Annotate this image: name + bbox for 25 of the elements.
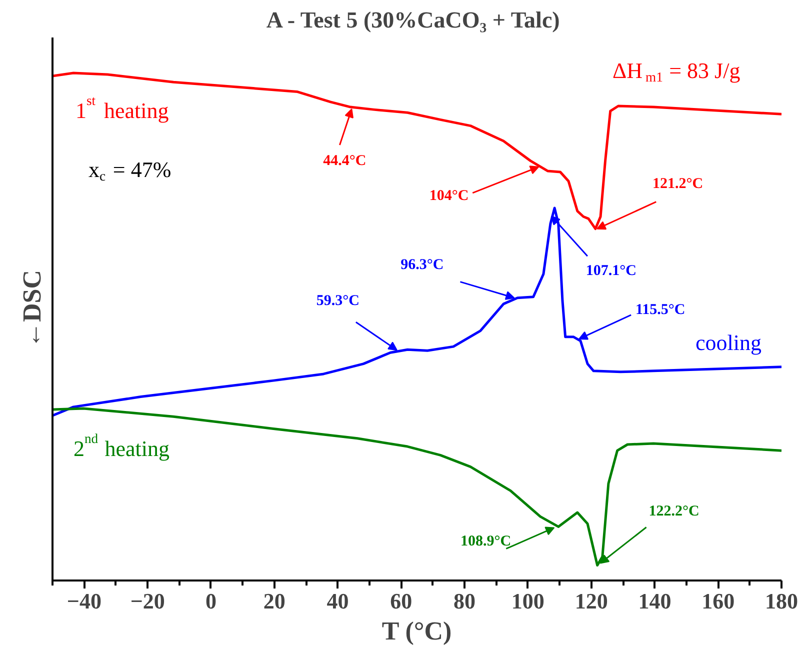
chart-title: A - Test 5 (30%CaCO₃ + Talc) (266, 8, 560, 32)
x-tick-label: 120 (574, 588, 608, 614)
x-tick-label: 40 (326, 588, 349, 614)
x-tick-label: −40 (66, 588, 102, 614)
annotation: 121.2°C (652, 176, 704, 192)
annotation: 122.2°C (648, 503, 700, 520)
x-tick-label: −20 (130, 588, 165, 614)
x-tick-label: 80 (454, 588, 476, 614)
x-tick-label: 0 (205, 588, 216, 614)
x-tick-label: 60 (390, 588, 412, 614)
y-axis-title: ←DSC (18, 270, 46, 348)
annotation: 96.3°C (400, 256, 444, 273)
series-label: cooling (696, 330, 762, 355)
x-tick-label: 180 (765, 588, 798, 614)
annotation: 44.4°C (323, 153, 366, 170)
x-tick-label: 160 (702, 588, 735, 614)
x-tick-label: 140 (638, 588, 672, 614)
annotation: 59.3°C (316, 293, 360, 310)
annotation: 115.5°C (635, 302, 686, 318)
annotation: 107.1°C (586, 263, 636, 280)
x-tick-label: 20 (263, 588, 286, 614)
x-axis-title: T (°C) (382, 616, 452, 646)
annotation: 108.9°C (460, 534, 512, 550)
x-tick-label: 100 (511, 588, 544, 614)
annotation: 104°C (429, 188, 469, 204)
